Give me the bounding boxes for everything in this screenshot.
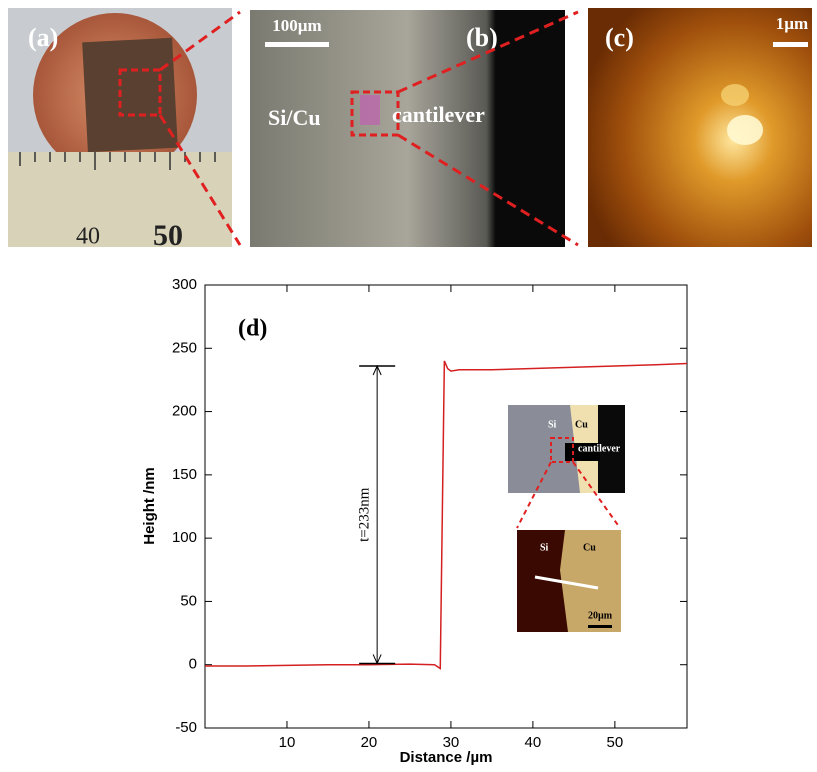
region-label: cantilever [392, 102, 485, 127]
x-tick-label: 50 [607, 734, 624, 751]
x-axis-label: Distance /µm [400, 749, 493, 766]
cantilever-tip [360, 95, 380, 125]
inset-label: Si [540, 542, 549, 553]
scale-label: 100µm [272, 16, 321, 35]
inset-label: Cu [575, 419, 588, 430]
panel-a: (a) 40 50 [8, 8, 232, 252]
region-label: Si/Cu [268, 105, 321, 130]
x-tick-label: 20 [361, 734, 378, 751]
y-tick-label: 50 [180, 592, 197, 609]
grain [727, 115, 763, 145]
panel-c: 1µm (c) [588, 8, 812, 247]
y-tick-label: 200 [172, 403, 197, 420]
x-tick-label: 40 [525, 734, 542, 751]
panel-label: (a) [28, 23, 58, 52]
scale-bar [773, 42, 808, 47]
scale-bar [588, 625, 612, 628]
inset-label: Cu [583, 542, 596, 553]
y-tick-label: 300 [172, 276, 197, 293]
figure: (a) 40 50 100µm (b) Si/Cu cantilever 1µm… [0, 0, 817, 772]
sample [82, 38, 178, 153]
x-tick-label: 30 [443, 734, 460, 751]
scale-label: 20µm [588, 610, 613, 621]
y-axis-label: Height /nm [141, 467, 158, 545]
inset-label: cantilever [578, 443, 621, 454]
ruler-label: 50 [153, 219, 183, 252]
y-tick-label: 0 [189, 656, 197, 673]
ruler-label: 40 [76, 224, 100, 250]
dimension-label: t=233nm [357, 487, 373, 542]
scale-label: 1µm [776, 14, 808, 33]
y-tick-label: 100 [172, 529, 197, 546]
ruler [8, 152, 232, 247]
grain [721, 84, 749, 106]
x-tick-label: 10 [279, 734, 296, 751]
y-tick-label: -50 [175, 719, 197, 736]
y-tick-label: 150 [172, 466, 197, 483]
panel-b: 100µm (b) Si/Cu cantilever [250, 10, 565, 247]
line-chart: (d) Distance /µm Height /nm Si Cu cantil… [141, 276, 687, 766]
panel-label: (d) [238, 316, 267, 342]
plot-frame [205, 285, 687, 728]
y-tick-label: 250 [172, 339, 197, 356]
panel-label: (b) [466, 23, 498, 52]
panel-label: (c) [605, 23, 634, 52]
inset-label: Si [548, 419, 557, 430]
scale-bar [265, 42, 329, 47]
